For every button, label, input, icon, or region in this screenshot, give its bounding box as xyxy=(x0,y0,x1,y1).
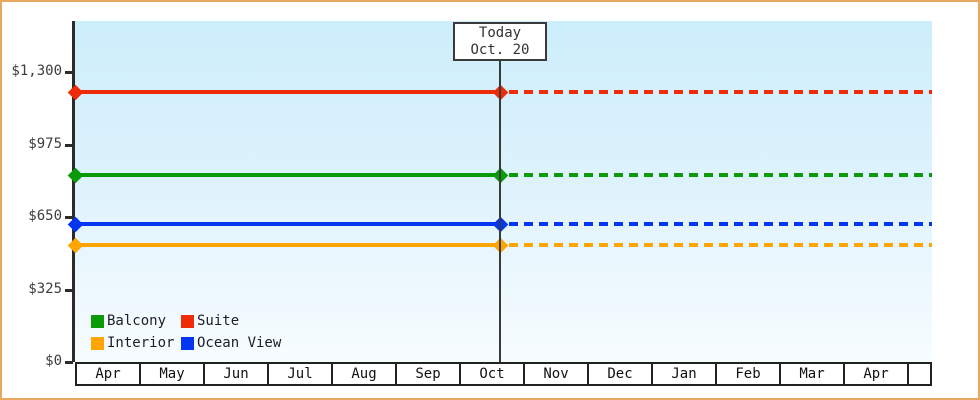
y-tick-mark xyxy=(65,361,73,364)
plot-area xyxy=(75,21,932,362)
legend-swatch-ocean-view xyxy=(181,336,194,350)
series-line-dashed-suite xyxy=(509,90,932,94)
legend-item-interior: Interior xyxy=(91,335,181,351)
month-cell-jun: Jun xyxy=(205,364,269,384)
today-label: Today xyxy=(478,25,522,41)
legend-swatch-interior xyxy=(91,336,104,350)
legend-swatch-suite xyxy=(181,314,194,328)
month-cell-apr: Apr xyxy=(77,364,141,384)
y-tick-label: $325 xyxy=(28,281,62,297)
month-cell-jan: Jan xyxy=(653,364,717,384)
month-cell-may: May xyxy=(141,364,205,384)
legend-item-ocean-view: Ocean View xyxy=(181,335,341,351)
series-line-dashed-balcony xyxy=(509,173,932,177)
legend: Balcony Suite Interior Ocean View xyxy=(91,313,341,351)
y-tick-label: $975 xyxy=(28,136,62,152)
legend-item-balcony: Balcony xyxy=(91,313,181,329)
y-tick-mark xyxy=(65,71,73,74)
month-cell-mar: Mar xyxy=(781,364,845,384)
legend-swatch-balcony xyxy=(91,314,104,328)
series-line-solid-ocean-view xyxy=(75,222,500,226)
month-cell-nov: Nov xyxy=(525,364,589,384)
y-tick-mark xyxy=(65,144,73,147)
legend-label: Balcony xyxy=(107,313,167,329)
y-tick-mark xyxy=(65,289,73,292)
month-cell-empty xyxy=(909,364,930,384)
month-cell-jul: Jul xyxy=(269,364,333,384)
today-line xyxy=(499,60,501,362)
y-tick-label: $0 xyxy=(45,353,62,369)
month-cell-oct: Oct xyxy=(461,364,525,384)
legend-label: Ocean View xyxy=(197,335,282,351)
legend-label: Suite xyxy=(197,313,240,329)
today-date: Oct. 20 xyxy=(470,42,530,58)
today-annotation: Today Oct. 20 xyxy=(453,22,547,61)
legend-item-suite: Suite xyxy=(181,313,341,329)
y-tick-label: $1,300 xyxy=(11,63,62,79)
month-cell-apr: Apr xyxy=(845,364,909,384)
month-cell-feb: Feb xyxy=(717,364,781,384)
month-cell-dec: Dec xyxy=(589,364,653,384)
y-tick-mark xyxy=(65,216,73,219)
legend-label: Interior xyxy=(107,335,175,351)
series-line-dashed-ocean-view xyxy=(509,222,932,226)
y-axis xyxy=(72,21,75,362)
series-line-solid-interior xyxy=(75,243,500,247)
y-tick-label: $650 xyxy=(28,208,62,224)
series-line-solid-suite xyxy=(75,90,500,94)
series-line-solid-balcony xyxy=(75,173,500,177)
month-cell-aug: Aug xyxy=(333,364,397,384)
month-cell-sep: Sep xyxy=(397,364,461,384)
series-line-dashed-interior xyxy=(509,243,932,247)
x-axis-month-row: Apr May Jun Jul Aug Sep Oct Nov Dec Jan Feb Mar Apr xyxy=(75,362,932,386)
